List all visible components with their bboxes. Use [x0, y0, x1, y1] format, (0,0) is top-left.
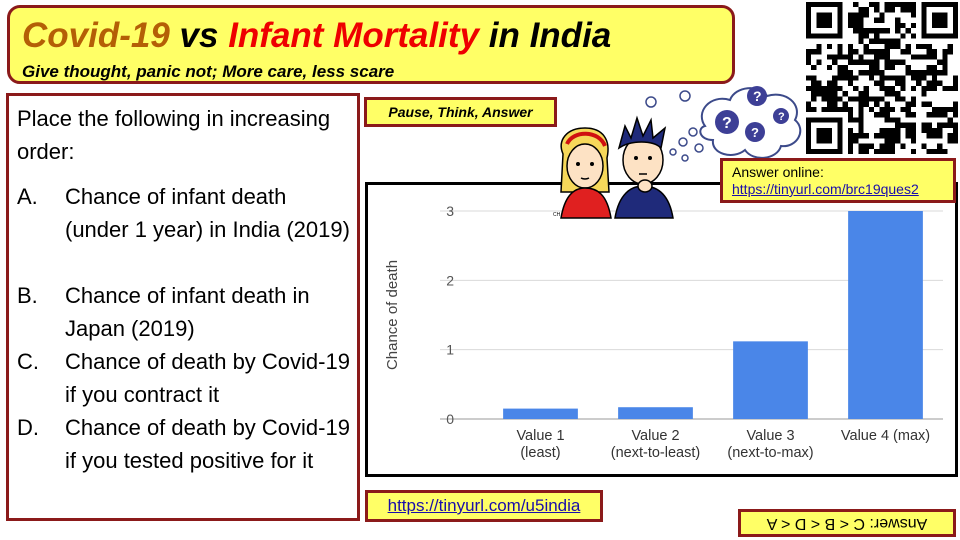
svg-text:?: ? — [751, 125, 759, 140]
answer-online-link[interactable]: https://tinyurl.com/brc19ques2 — [732, 181, 919, 197]
x-tick-label: Value 4 (max) — [841, 428, 930, 444]
chart-container: 0 1 2 3 Value 1 (least) Value 2 (next-to-least)… — [365, 182, 958, 477]
x-tick-label: Value 3 — [746, 428, 794, 444]
title-india: in India — [479, 16, 612, 55]
title-banner: Covid-19 vs Infant Mortality in India Gi… — [7, 5, 735, 84]
svg-text:?: ? — [753, 88, 762, 104]
qr-finder-bottom-left — [806, 117, 843, 154]
page-subtitle: Give thought, panic not; More care, less… — [22, 62, 395, 81]
qr-finder-top-right — [921, 2, 958, 39]
x-tick-label: (least) — [520, 445, 560, 461]
girl-figure: CH — [553, 127, 612, 219]
thinking-cartoon: ? ? ? ? CH — [553, 86, 802, 219]
page-title: Covid-19 vs Infant Mortality in India — [22, 16, 611, 56]
qr-finder-top-left — [806, 2, 843, 39]
option-text: Chance of death by Covid-19 if you teste… — [65, 415, 350, 473]
option-text: Chance of infant death in Japan (2019) — [65, 283, 310, 341]
option-letter: B. — [17, 283, 38, 308]
y-tick-label: 3 — [446, 203, 454, 219]
option-text: Chance of infant death (under 1 year) in… — [65, 184, 350, 242]
title-vs: vs — [169, 16, 229, 55]
answer-online-label: Answer online: — [732, 164, 824, 180]
footer-link-box: https://tinyurl.com/u5india — [365, 490, 603, 522]
y-tick-label: 2 — [446, 272, 454, 288]
option-text: Chance of death by Covid-19 if you contr… — [65, 349, 350, 407]
title-covid: Covid-19 — [22, 16, 170, 55]
x-tick-label: (next-to-max) — [727, 445, 813, 461]
option-letter: D. — [17, 415, 39, 440]
option-c: C. Chance of death by Covid-19 if you co… — [17, 345, 357, 411]
cartoon-signature: CH — [553, 212, 561, 218]
bar — [503, 408, 578, 419]
x-tick-label: (next-to-least) — [611, 445, 700, 461]
y-tick-label: 0 — [446, 411, 454, 427]
qr-code[interactable] — [806, 2, 958, 154]
x-tick-label: Value 1 — [516, 428, 564, 444]
y-axis-label: Chance of death — [384, 260, 401, 370]
upside-down-answer: Answer: C < B < D < A — [738, 509, 956, 537]
svg-text:?: ? — [722, 115, 732, 132]
thought-bubble-icon: ? ? ? ? — [645, 86, 802, 162]
question-intro: Place the following in increasing order: — [17, 106, 331, 164]
option-a: A. Chance of infant death (under 1 year)… — [17, 180, 357, 280]
option-b: B. Chance of infant death in Japan (2019… — [17, 279, 357, 345]
boy-figure — [614, 115, 674, 219]
footer-link[interactable]: https://tinyurl.com/u5india — [387, 496, 581, 515]
option-letter: C. — [17, 349, 39, 374]
y-tick-label: 1 — [446, 342, 454, 358]
bar-chart: 0 1 2 3 Value 1(least) Value 2(next-to-least)… — [384, 203, 943, 461]
title-infant-mortality: Infant Mortality — [228, 16, 480, 55]
bar — [848, 211, 923, 419]
svg-text:?: ? — [778, 111, 785, 123]
x-tick-label: Value 2 — [631, 428, 679, 444]
pause-think-answer-label: Pause, Think, Answer — [364, 97, 557, 127]
option-letter: A. — [17, 184, 38, 209]
answer-online-box: Answer online: https://tinyurl.com/brc19… — [720, 158, 956, 203]
question-panel: Place the following in increasing order:… — [6, 93, 360, 521]
bar — [733, 341, 808, 419]
option-d: D. Chance of death by Covid-19 if you te… — [17, 411, 357, 511]
bar — [618, 407, 693, 419]
